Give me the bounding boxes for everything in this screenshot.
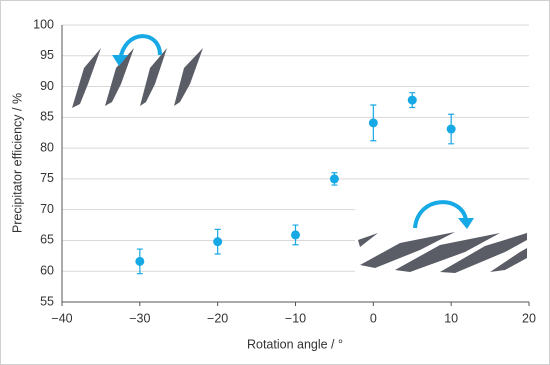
y-axis-label: Precipitator efficiency / % [10, 93, 24, 233]
blade-illustration-bottom [358, 232, 527, 273]
arrow-head [458, 218, 474, 229]
y-tick-label: 90 [40, 79, 54, 93]
y-tick-label: 60 [40, 264, 54, 278]
data-point [329, 174, 339, 184]
x-tick-label: −30 [129, 311, 150, 325]
data-point [368, 118, 378, 128]
y-tick-label: 85 [40, 110, 54, 124]
y-tick-label: 65 [40, 233, 54, 247]
insets [72, 34, 530, 273]
rotation-arrow [413, 200, 468, 229]
x-tick-label: 20 [522, 311, 536, 325]
data-point [213, 237, 223, 247]
data-point [291, 230, 300, 240]
y-tick-label: 75 [40, 171, 54, 185]
y-tick-label: 80 [40, 140, 54, 154]
x-axis-label: Rotation angle / ° [247, 337, 343, 351]
y-tick-label: 70 [40, 202, 54, 216]
x-tick-label: 10 [444, 311, 458, 325]
x-tick-label: −40 [51, 311, 72, 325]
y-tick-label: 95 [40, 48, 54, 62]
arrow-head [112, 55, 128, 66]
y-tick-label: 55 [40, 294, 54, 308]
x-tick-label: −10 [285, 311, 306, 325]
blade-illustration-top [72, 48, 203, 108]
y-tick-label: 100 [33, 17, 54, 31]
data-point [407, 95, 417, 105]
rotation-arrow [118, 34, 162, 61]
x-tick-label: 0 [370, 311, 377, 325]
x-tick-label: −20 [207, 311, 228, 325]
data-point [446, 124, 456, 134]
data-point [135, 256, 145, 266]
